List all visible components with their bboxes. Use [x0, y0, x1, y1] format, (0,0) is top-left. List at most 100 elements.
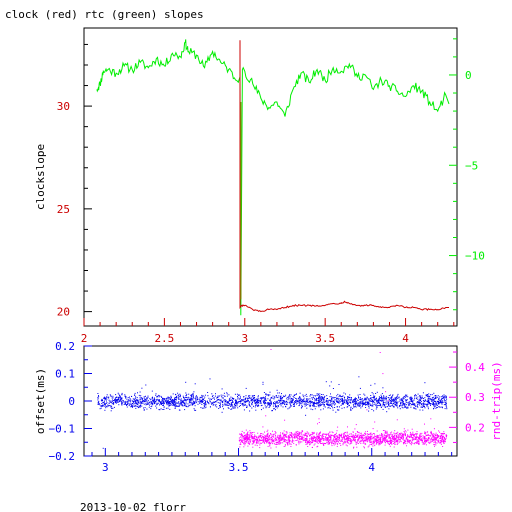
data-point [250, 431, 252, 433]
data-point [158, 409, 160, 411]
data-point [385, 442, 387, 444]
data-point [396, 395, 398, 397]
data-point [329, 441, 331, 443]
data-point [247, 445, 249, 447]
outlier-point [366, 409, 368, 411]
data-point [316, 437, 318, 439]
data-point [369, 438, 371, 440]
data-point [322, 401, 324, 403]
x-tick-label-bottom: 4 [368, 461, 375, 474]
data-point [111, 397, 113, 399]
data-point [141, 398, 143, 399]
outlier-point [379, 352, 381, 353]
data-point [99, 408, 101, 410]
data-point [435, 400, 437, 402]
data-point [370, 437, 372, 439]
data-point [97, 397, 99, 399]
data-point [279, 443, 281, 445]
data-point [278, 436, 280, 438]
data-point [238, 439, 240, 441]
data-point [416, 397, 417, 399]
data-point [443, 404, 445, 406]
data-point [425, 444, 427, 446]
data-point [412, 431, 414, 433]
data-point [406, 404, 408, 406]
data-point [311, 431, 313, 433]
data-point [350, 410, 352, 411]
data-point [341, 395, 343, 397]
data-point [320, 438, 322, 440]
data-point [364, 443, 366, 445]
data-point [376, 399, 378, 401]
data-point [350, 439, 352, 440]
data-point [257, 442, 259, 444]
data-point [334, 402, 335, 404]
data-point [258, 442, 260, 444]
data-point [379, 439, 381, 440]
data-point [231, 397, 233, 399]
data-point [351, 436, 353, 438]
data-point [418, 396, 420, 398]
data-point [420, 396, 421, 398]
data-point [320, 403, 322, 405]
data-point [239, 400, 241, 402]
data-point [420, 434, 422, 436]
data-point [365, 433, 367, 435]
data-point [144, 399, 146, 401]
data-point [112, 400, 114, 402]
data-point [428, 402, 430, 404]
data-point [378, 405, 380, 406]
data-point [176, 405, 178, 407]
data-point [443, 431, 445, 433]
data-point [277, 402, 279, 404]
data-point [249, 405, 251, 407]
data-point [177, 397, 179, 399]
data-point [353, 406, 355, 408]
data-point [259, 442, 261, 444]
data-point [254, 396, 256, 398]
data-point [346, 436, 348, 438]
data-point [340, 398, 342, 400]
data-point [203, 402, 205, 404]
data-point [354, 399, 356, 401]
data-point [204, 403, 206, 405]
data-point [381, 399, 383, 401]
data-point [174, 402, 176, 404]
data-point [292, 402, 294, 404]
data-point [322, 408, 324, 410]
rtc-slope-line [96, 39, 450, 316]
x-axis-ticks-bottom: 3 3.5 4 [91, 448, 453, 474]
data-point [139, 402, 141, 404]
data-point [125, 397, 127, 399]
data-point [215, 401, 217, 403]
data-point [366, 401, 368, 403]
data-point [158, 402, 160, 404]
data-point [279, 437, 281, 439]
data-point [251, 436, 253, 438]
data-point [391, 397, 393, 399]
data-point [273, 402, 274, 404]
data-point [209, 399, 211, 401]
data-point [407, 435, 409, 437]
data-point [261, 399, 263, 401]
data-point [403, 404, 405, 405]
data-point [438, 435, 440, 437]
data-point [336, 435, 338, 437]
data-point [322, 398, 324, 400]
data-point [191, 403, 193, 405]
data-point [282, 432, 284, 434]
data-point [445, 400, 447, 401]
data-point [205, 400, 206, 402]
data-point [376, 401, 378, 403]
data-point [277, 405, 279, 406]
data-point [422, 443, 424, 445]
data-point [400, 437, 402, 439]
data-point [332, 396, 334, 398]
data-point [395, 435, 397, 437]
data-point [272, 403, 274, 405]
data-point [162, 401, 164, 403]
data-point [403, 436, 405, 438]
data-point [405, 401, 407, 403]
data-point [302, 395, 304, 397]
data-point [439, 400, 441, 402]
